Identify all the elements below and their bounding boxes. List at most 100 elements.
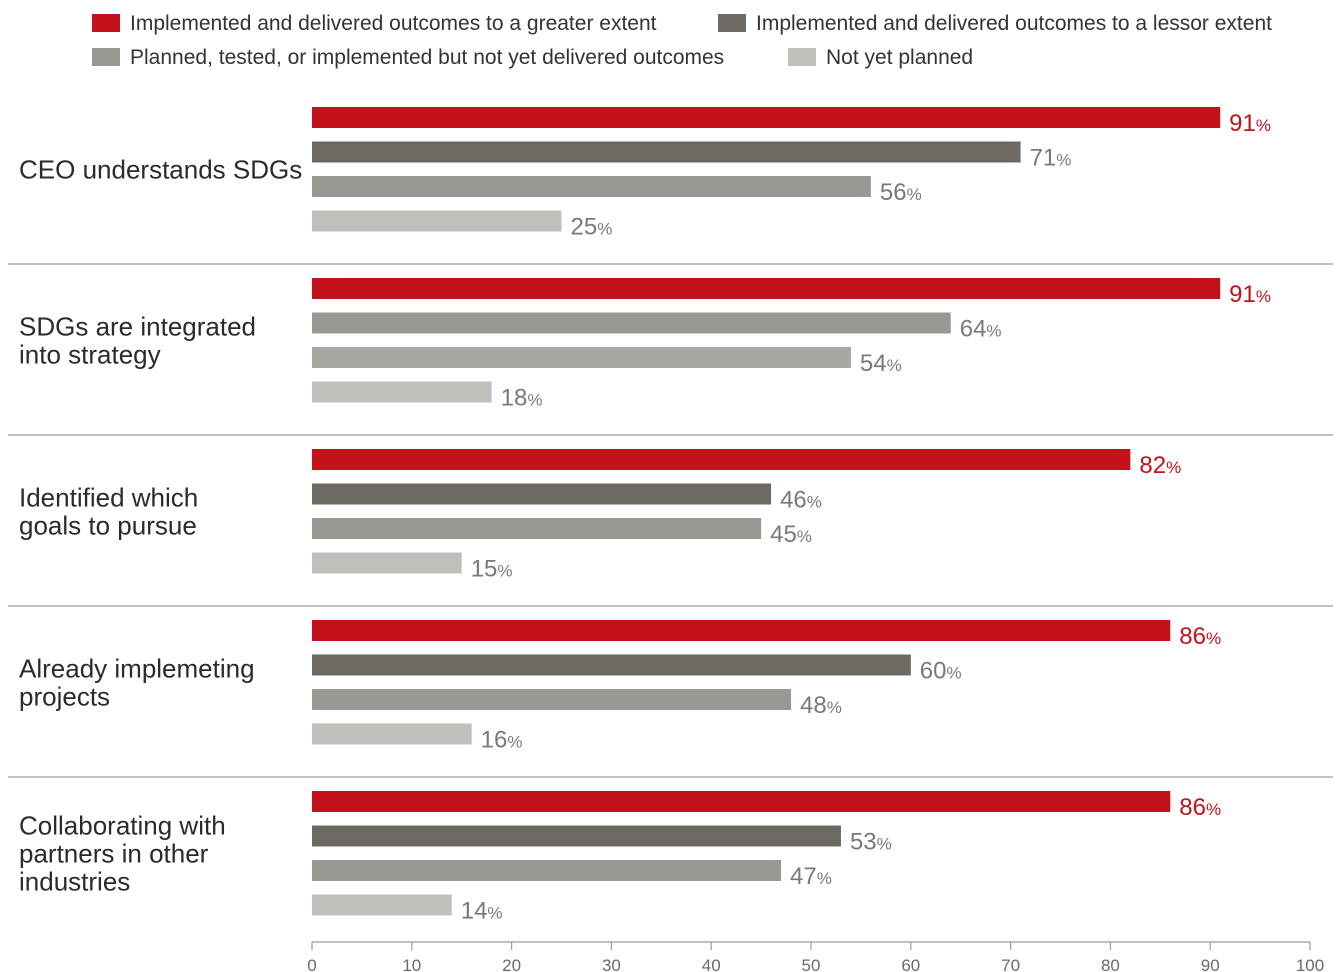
bar bbox=[312, 381, 492, 403]
bar-value-label: 64% bbox=[960, 316, 1002, 343]
bar-value-label: 47% bbox=[790, 863, 832, 890]
category-label-line: goals to pursue bbox=[19, 510, 197, 540]
legend-item: Implemented and delivered outcomes to a … bbox=[718, 12, 1272, 35]
bar bbox=[312, 312, 951, 334]
chart-legend: Implemented and delivered outcomes to a … bbox=[92, 12, 1272, 69]
bar bbox=[312, 210, 562, 232]
legend-label: Implemented and delivered outcomes to a … bbox=[130, 12, 657, 35]
category-label-line: industries bbox=[19, 866, 130, 896]
category-label-line: Already implemeting bbox=[19, 653, 255, 683]
bar-value-unit: % bbox=[986, 322, 1001, 341]
bar bbox=[312, 689, 792, 710]
bar-value-unit: % bbox=[487, 904, 502, 923]
bar-value: 53 bbox=[850, 829, 877, 856]
category-label-line: Identified which bbox=[19, 482, 198, 512]
bar bbox=[312, 483, 772, 505]
bar-value: 14 bbox=[461, 898, 488, 925]
legend-item: Not yet planned bbox=[788, 46, 973, 69]
bar-value-label: 60% bbox=[920, 658, 962, 685]
x-tick-label: 100 bbox=[1296, 956, 1324, 972]
bar-value-label: 14% bbox=[461, 898, 503, 925]
x-tick-label: 10 bbox=[402, 956, 421, 972]
x-tick-label: 90 bbox=[1201, 956, 1220, 972]
bar-value-unit: % bbox=[1166, 458, 1181, 477]
category-label-line: partners in other bbox=[19, 838, 209, 868]
bar-value: 18 bbox=[501, 385, 528, 412]
legend-item: Implemented and delivered outcomes to a … bbox=[92, 12, 657, 35]
bar-value-unit: % bbox=[1056, 151, 1071, 170]
bar-value: 16 bbox=[481, 727, 508, 754]
bar-group: SDGs are integrated into strategy91%64%54… bbox=[8, 278, 1333, 436]
category-label: Already implemeting projects bbox=[19, 653, 255, 711]
bar-value: 86 bbox=[1179, 794, 1206, 821]
x-tick-label: 40 bbox=[702, 956, 721, 972]
bar bbox=[312, 518, 762, 539]
bar-value-label: 91% bbox=[1229, 281, 1271, 308]
bar-value-label: 71% bbox=[1030, 145, 1072, 172]
category-label-line: Collaborating with bbox=[19, 810, 226, 840]
legend-label: Implemented and delivered outcomes to a … bbox=[756, 12, 1272, 35]
bar-value-label: 45% bbox=[770, 521, 812, 548]
bar bbox=[312, 825, 841, 847]
bar-value: 45 bbox=[770, 521, 797, 548]
bar bbox=[312, 723, 472, 745]
bar bbox=[312, 176, 871, 197]
bar-value-label: 48% bbox=[800, 692, 842, 719]
legend-swatch bbox=[92, 14, 120, 32]
bar-value-unit: % bbox=[1206, 629, 1221, 648]
bar-value-unit: % bbox=[947, 664, 962, 683]
bar-value-label: 56% bbox=[880, 179, 922, 206]
category-label: CEO understands SDGs bbox=[19, 154, 302, 184]
bar-value-unit: % bbox=[797, 527, 812, 546]
bar-value-label: 86% bbox=[1179, 794, 1221, 821]
bar-value: 86 bbox=[1179, 623, 1206, 650]
bar-value: 64 bbox=[960, 316, 987, 343]
bar-value-label: 18% bbox=[501, 385, 543, 412]
bar bbox=[312, 791, 1171, 812]
bar-value: 48 bbox=[800, 692, 827, 719]
bar bbox=[312, 347, 851, 368]
bar-value-unit: % bbox=[597, 220, 612, 239]
bar-value-unit: % bbox=[1256, 116, 1271, 135]
legend-label: Not yet planned bbox=[826, 46, 973, 69]
category-label-line: SDGs are integrated bbox=[19, 311, 256, 341]
bar-value-unit: % bbox=[827, 698, 842, 717]
bar-value-unit: % bbox=[877, 835, 892, 854]
bar-value: 47 bbox=[790, 863, 817, 890]
bar-value-unit: % bbox=[507, 733, 522, 752]
bar-value-label: 16% bbox=[481, 727, 523, 754]
bar bbox=[312, 107, 1221, 128]
bar-value-label: 86% bbox=[1179, 623, 1221, 650]
bar-value-unit: % bbox=[1256, 287, 1271, 306]
category-label: Collaborating with partners in other indus… bbox=[19, 810, 226, 896]
x-tick-label: 80 bbox=[1101, 956, 1120, 972]
bar-value: 91 bbox=[1229, 110, 1256, 137]
bar-value-unit: % bbox=[907, 185, 922, 204]
category-label-line: CEO understands SDGs bbox=[19, 154, 302, 184]
bar bbox=[312, 860, 782, 881]
x-tick-label: 50 bbox=[802, 956, 821, 972]
bar bbox=[312, 278, 1221, 299]
bar-value-label: 91% bbox=[1229, 110, 1271, 137]
bar-value: 56 bbox=[880, 179, 907, 206]
legend-label: Planned, tested, or implemented but not … bbox=[130, 46, 724, 69]
bar-value-unit: % bbox=[817, 869, 832, 888]
bar-value: 25 bbox=[571, 214, 598, 241]
bar-value-unit: % bbox=[1206, 800, 1221, 819]
bar-value: 60 bbox=[920, 658, 947, 685]
bar bbox=[312, 620, 1171, 641]
bar-value-unit: % bbox=[527, 391, 542, 410]
bar-group: Identified which goals to pursue82%46%45%… bbox=[8, 449, 1333, 607]
category-label-line: projects bbox=[19, 681, 110, 711]
x-tick-label: 20 bbox=[502, 956, 521, 972]
legend-swatch bbox=[718, 14, 746, 32]
bar-value-unit: % bbox=[497, 562, 512, 581]
bar-value-label: 54% bbox=[860, 350, 902, 377]
legend-swatch bbox=[92, 48, 120, 66]
bar-value-label: 82% bbox=[1139, 452, 1181, 479]
x-tick-label: 60 bbox=[901, 956, 920, 972]
bar-value-unit: % bbox=[887, 356, 902, 375]
